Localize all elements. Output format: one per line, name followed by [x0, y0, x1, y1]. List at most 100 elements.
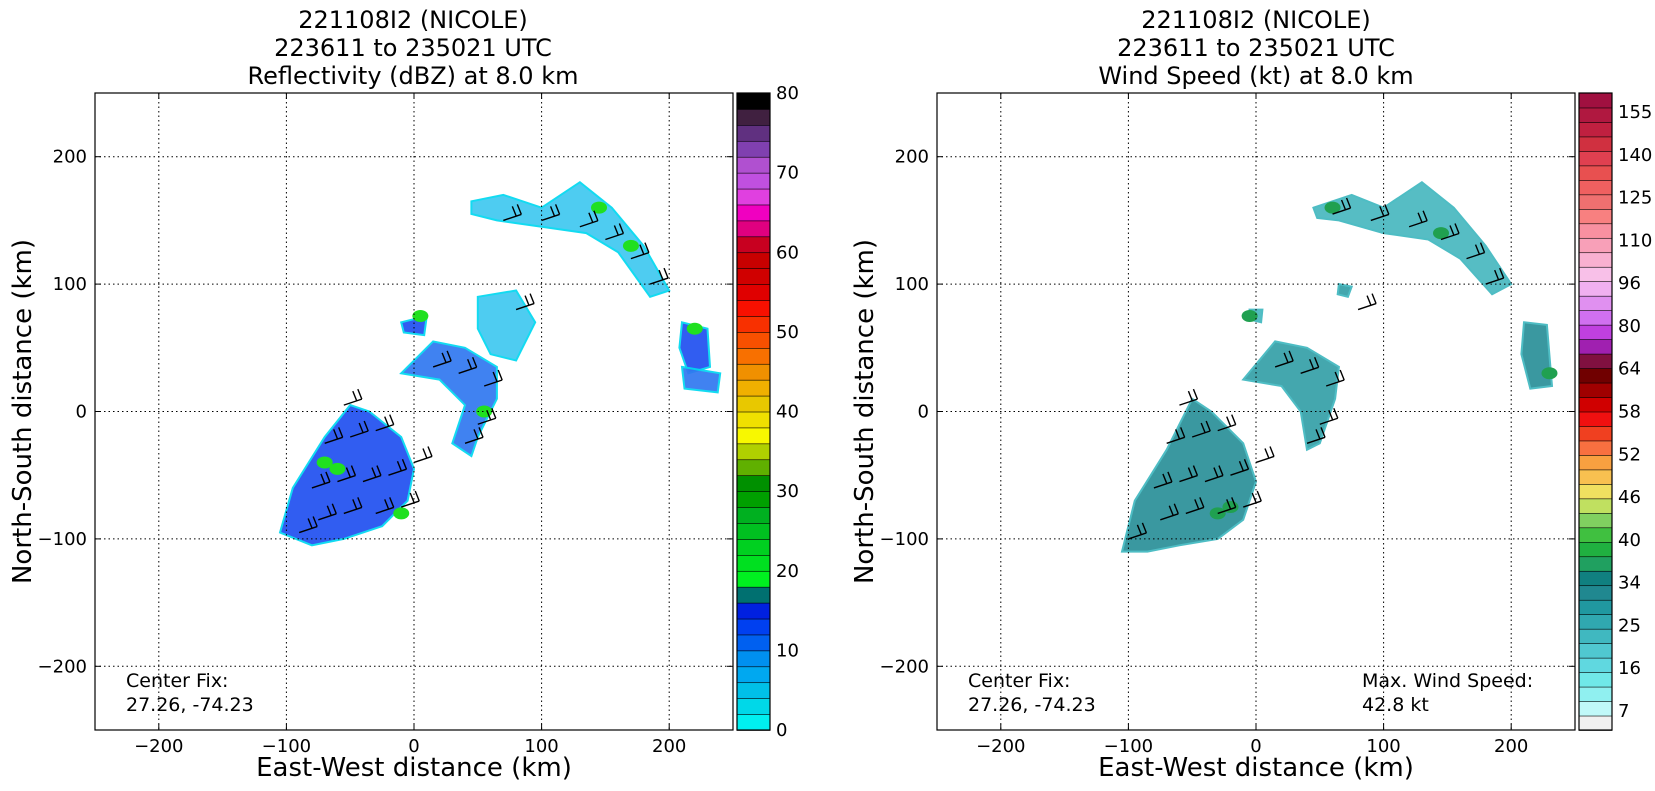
colorbar-tick-label: 10 — [776, 640, 799, 661]
center-fix-annotation: Center Fix: — [968, 670, 1070, 692]
wind-barb — [388, 458, 408, 476]
colorbar-tick-label: 16 — [1618, 658, 1641, 679]
y-tick-label: −100 — [880, 529, 929, 550]
colorbar-segment — [736, 665, 771, 684]
colorbar-segment — [736, 506, 771, 524]
colorbar-segment — [1578, 483, 1613, 500]
colorbar-segment — [736, 172, 771, 190]
colorbar-segment — [1578, 498, 1613, 514]
colorbar-segment — [736, 443, 771, 461]
colorbar-segment — [736, 220, 771, 238]
echo-highlight — [316, 456, 333, 469]
colorbar-segment — [1578, 266, 1613, 283]
wind-barb — [324, 427, 344, 445]
center-fix-annotation: 27.26, -74.23 — [968, 694, 1096, 716]
y-tick-label: 0 — [918, 402, 929, 423]
colorbar-segment — [736, 379, 771, 397]
colorbar-segment — [736, 267, 771, 285]
wind-barb — [1325, 369, 1345, 387]
y-axis-label: North-South distance (km) — [8, 239, 38, 584]
colorbar-segment — [736, 490, 771, 508]
colorbar-tick-label: 80 — [776, 83, 799, 104]
colorbar-tick-label: 58 — [1618, 402, 1641, 423]
wind-barb — [343, 388, 363, 406]
colorbar-segment — [1578, 367, 1613, 384]
colorbar-frame — [736, 92, 771, 731]
y-tick-label: −200 — [880, 656, 929, 677]
wind-barb — [432, 350, 452, 368]
y-tick-label: 100 — [53, 274, 87, 295]
colorbar: 7 16 25 34 40 46 52 58 64 80 96 110 125 140 155 — [1578, 92, 1652, 731]
colorbar-tick-label: 60 — [776, 242, 799, 263]
colorbar-segment — [1578, 251, 1613, 268]
colorbar-segment — [1578, 309, 1613, 326]
x-axis-label: East-West distance (km) — [1098, 753, 1414, 783]
x-tick-label: 100 — [524, 736, 558, 757]
echo-highlight — [393, 507, 410, 520]
colorbar-segment — [1578, 584, 1613, 601]
wind-barb — [1408, 210, 1428, 228]
y-tick-label: 200 — [53, 147, 87, 168]
colorbar-segment — [1578, 179, 1613, 196]
chart-title-line-2: 223611 to 235021 UTC — [1117, 34, 1395, 62]
wind-barb — [413, 446, 433, 464]
colorbar-segment — [1578, 136, 1613, 152]
colorbar-tick-label: 140 — [1618, 145, 1652, 166]
colorbar-tick-label: 46 — [1618, 487, 1641, 508]
x-tick-label: −100 — [1104, 736, 1153, 757]
wind-barb — [1128, 522, 1148, 540]
colorbar-segment — [1578, 165, 1613, 181]
colorbar-segment — [736, 474, 771, 492]
colorbar-segment — [736, 602, 771, 620]
center-fix-annotation: Center Fix: — [126, 670, 228, 692]
chart-title-line-2: 223611 to 235021 UTC — [274, 34, 552, 62]
wind-barb — [1217, 497, 1237, 515]
wind-barb — [1179, 388, 1199, 406]
wind-barb — [541, 204, 561, 222]
colorbar-segment — [1578, 599, 1613, 615]
colorbar-tick-label: 30 — [776, 481, 799, 502]
wind-barb — [1440, 223, 1460, 241]
wind-barb — [515, 293, 535, 311]
colorbar-tick-label: 155 — [1618, 102, 1652, 123]
colorbar-tick-label: 7 — [1618, 701, 1629, 722]
wind-barb — [375, 497, 395, 515]
x-tick-label: 200 — [1494, 736, 1528, 757]
y-tick-label: −100 — [38, 529, 87, 550]
colorbar-segment — [736, 140, 771, 158]
echo-highlight — [329, 462, 346, 475]
colorbar-segment — [736, 124, 771, 142]
colorbar-tick-label: 70 — [776, 163, 799, 184]
colorbar-segment — [1578, 440, 1613, 456]
colorbar-segment — [736, 204, 771, 222]
x-tick-label: 0 — [408, 736, 419, 757]
echo-highlight — [412, 309, 429, 322]
colorbar-segment — [1578, 715, 1613, 731]
colorbar-segment — [1578, 194, 1613, 210]
colorbar-segment — [1578, 396, 1613, 413]
colorbar-segment — [1578, 382, 1613, 398]
wind-barb — [458, 357, 478, 374]
wind-barb — [337, 465, 357, 483]
colorbar-segment — [736, 331, 771, 349]
wind-barb — [1179, 465, 1199, 483]
colorbar-tick-label: 80 — [1618, 316, 1641, 337]
wind-barb — [1300, 357, 1320, 374]
colorbar: 0 10 20 30 40 50 60 70 80 — [736, 83, 799, 741]
wind-barb — [1274, 350, 1294, 368]
wind-barb — [1217, 414, 1237, 432]
colorbar-segment — [736, 315, 771, 333]
colorbar-segment — [1578, 121, 1613, 138]
wind-barb — [1191, 420, 1211, 438]
colorbar-segment — [1578, 454, 1613, 471]
y-axis-label: North-South distance (km) — [850, 239, 880, 584]
colorbar-segment — [1578, 613, 1613, 630]
echo-highlight — [1324, 201, 1341, 214]
x-tick-label: 0 — [1250, 736, 1261, 757]
colorbar-segment — [736, 681, 771, 699]
colorbar-segment — [736, 156, 771, 174]
colorbar-tick-label: 34 — [1618, 573, 1641, 594]
colorbar-segment — [1578, 657, 1613, 673]
colorbar-segment — [736, 347, 771, 365]
